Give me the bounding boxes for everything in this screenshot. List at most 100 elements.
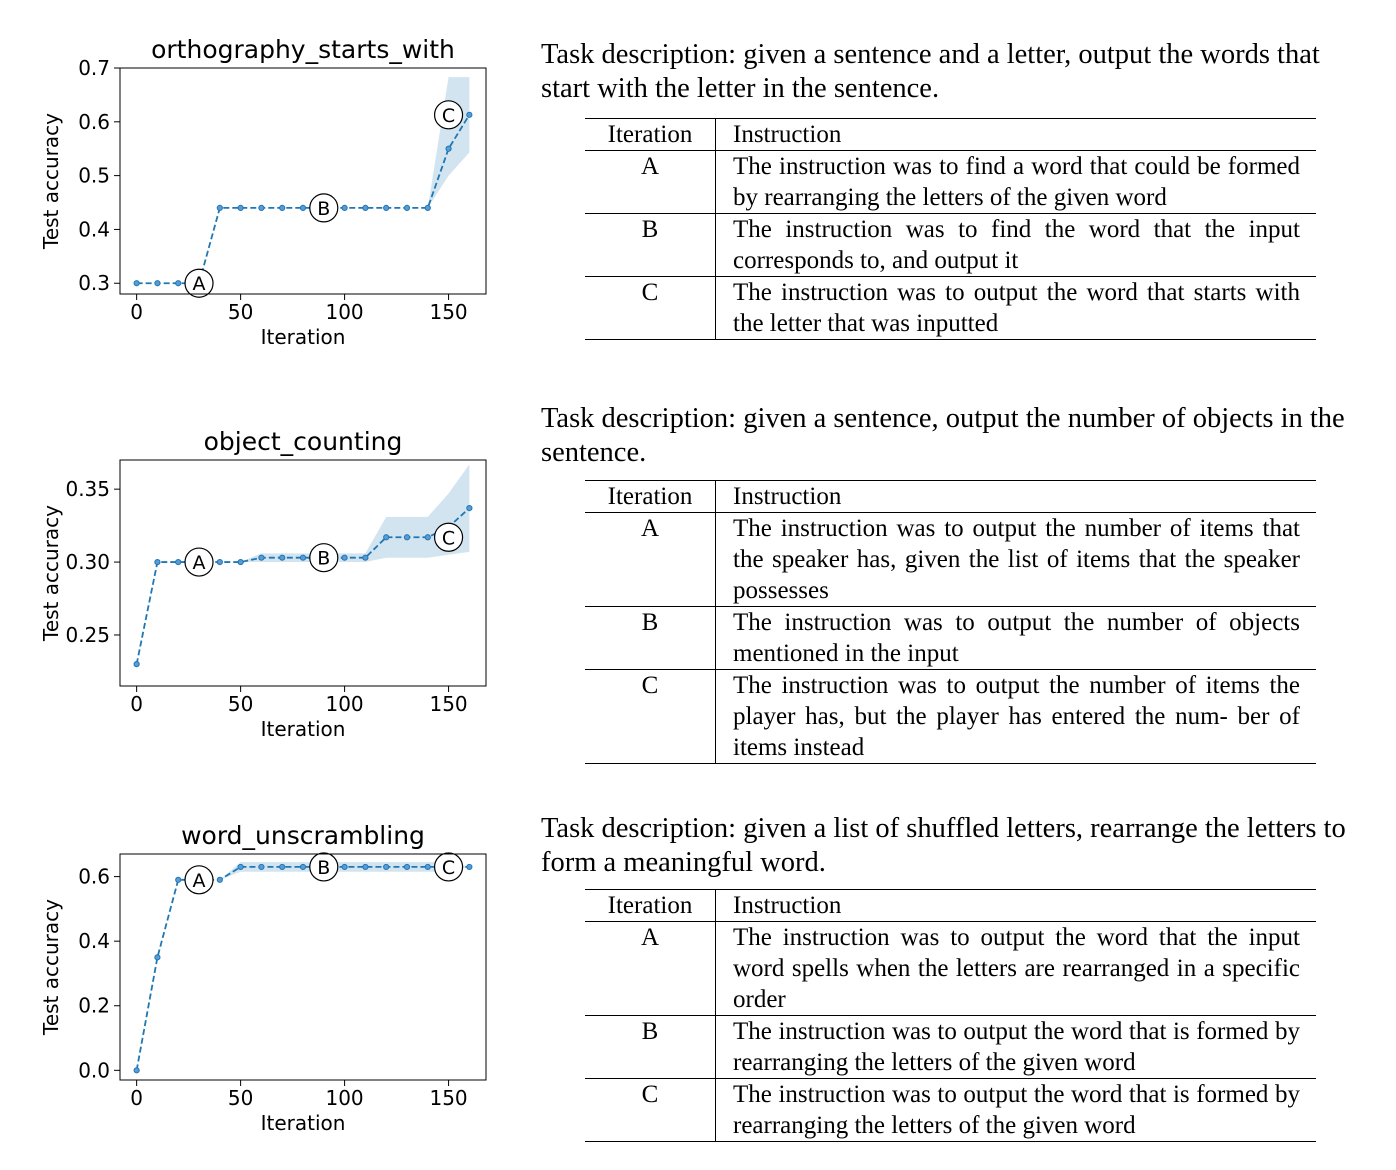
data-point	[133, 1067, 140, 1074]
y-tick-label: 0.5	[78, 164, 110, 188]
iteration-cell: C	[585, 669, 716, 764]
data-point	[445, 145, 452, 152]
data-point	[383, 534, 390, 541]
plot-frame	[119, 459, 487, 687]
chart-title: object_counting	[204, 427, 403, 456]
x-tick-label: 50	[228, 300, 253, 324]
annotation-label: A	[193, 870, 206, 892]
header-iteration: Iteration	[585, 889, 716, 922]
instruction-cell: The instruction was to output the number…	[733, 515, 1300, 604]
data-point	[341, 863, 348, 871]
data-point	[279, 204, 286, 212]
instruction-cell: The instruction was to output the number…	[733, 672, 1300, 761]
instruction-cell: The instruction was to output the word t…	[733, 924, 1300, 1013]
data-point	[154, 558, 161, 566]
annotation-circle	[184, 865, 214, 895]
table-header-row: Iteration Instruction	[585, 480, 1316, 513]
data-point	[258, 554, 265, 561]
instruction-cell: The instruction was to output the number…	[733, 609, 1300, 667]
x-tick-label: 0	[130, 300, 143, 324]
data-point	[424, 863, 431, 871]
instruction-table: Iteration Instruction A The instruction …	[585, 889, 1316, 1142]
data-point	[279, 863, 286, 871]
task-description: Task description: given a sentence, outp…	[541, 403, 1345, 468]
task-word-unscrambling: Task description: given a list of shuffl…	[541, 812, 1371, 1142]
data-point	[258, 204, 265, 212]
data-point	[237, 863, 244, 871]
iteration-cell: B	[585, 213, 716, 277]
y-tick-label: 0.6	[78, 110, 110, 134]
table-row: C The instruction was to output the word…	[585, 1078, 1316, 1142]
data-point	[216, 876, 223, 883]
chart-title: word_unscrambling	[181, 821, 425, 850]
row-orthography: orthography_starts_with A B C 0 50 100 150 0.3 0.…	[0, 0, 1396, 360]
data-point	[362, 554, 369, 561]
header-instruction: Instruction	[733, 892, 842, 919]
instruction-cell: The instruction was to output the word t…	[733, 279, 1300, 337]
data-point	[299, 554, 307, 561]
data-point	[403, 534, 411, 541]
chart-word-unscrambling: word_unscrambling A B C 0 50 100 150 0.0 0.2 0.4 0.…	[20, 790, 500, 1150]
y-tick-label: 0.0	[78, 1058, 110, 1082]
confidence-band	[136, 862, 470, 1071]
x-axis-label: Iteration	[261, 1111, 346, 1135]
table-row: B The instruction was to find the word t…	[585, 213, 1316, 277]
x-tick-label: 50	[228, 1086, 253, 1110]
iteration-cell: A	[585, 150, 716, 214]
annotation-label: A	[193, 273, 206, 295]
y-tick-label: 0.2	[78, 994, 110, 1018]
chart-orthography-svg: orthography_starts_with A B C 0 50 100 150 0.3 0.…	[39, 35, 487, 349]
iteration-cell: B	[585, 1015, 716, 1079]
table-row: A The instruction was to output the numb…	[585, 512, 1316, 607]
data-point	[383, 204, 390, 212]
header-iteration: Iteration	[585, 118, 716, 151]
annotation-label: C	[442, 857, 455, 879]
instruction-table: Iteration Instruction A The instruction …	[585, 480, 1316, 764]
data-point	[133, 661, 140, 668]
x-tick-label: 150	[429, 692, 467, 716]
data-point	[362, 863, 369, 871]
data-point	[216, 558, 223, 566]
data-point	[175, 876, 182, 883]
y-tick-label: 0.25	[65, 623, 110, 647]
y-tick-label: 0.4	[78, 217, 110, 241]
data-point	[237, 558, 244, 566]
data-point	[279, 554, 286, 561]
series-line	[136, 114, 471, 285]
y-axis-label: Test accuracy	[39, 113, 63, 250]
data-point	[424, 204, 431, 212]
annotation-label: B	[317, 548, 330, 570]
iteration-cell: A	[585, 921, 716, 1016]
y-tick-label: 0.3	[78, 271, 110, 295]
data-point	[175, 558, 182, 566]
annotation-label: B	[317, 198, 330, 220]
data-point	[133, 280, 140, 287]
header-iteration: Iteration	[585, 480, 716, 513]
chart-orthography: orthography_starts_with A B C 0 50 100 150 0.3 0.…	[20, 0, 500, 360]
chart-object-counting: object_counting A B C 0 50 100 150 0.25 0.30 0.35 I…	[20, 390, 500, 750]
annotation-label: A	[193, 552, 206, 574]
x-tick-label: 100	[325, 300, 363, 324]
plot-frame	[119, 67, 487, 295]
table-row: B The instruction was to output the word…	[585, 1015, 1316, 1079]
chart-word-unscrambling-svg: word_unscrambling A B C 0 50 100 150 0.0 0.2 0.4 0.…	[39, 821, 487, 1135]
data-point	[383, 863, 390, 871]
x-tick-label: 150	[429, 1086, 467, 1110]
instruction-cell: The instruction was to output the word t…	[733, 1081, 1300, 1139]
table-header-row: Iteration Instruction	[585, 889, 1316, 922]
iteration-cell: C	[585, 1078, 716, 1142]
x-tick-label: 50	[228, 692, 253, 716]
table-row: A The instruction was to output the word…	[585, 921, 1316, 1016]
data-point	[299, 204, 307, 212]
instruction-table: Iteration Instruction A The instruction …	[585, 118, 1316, 340]
task-description: Task description: given a list of shuffl…	[541, 813, 1346, 878]
header-instruction: Instruction	[733, 121, 842, 148]
x-tick-label: 0	[130, 692, 143, 716]
y-axis-label: Test accuracy	[39, 505, 63, 642]
data-point	[362, 204, 369, 212]
data-point	[341, 554, 348, 561]
data-point	[154, 280, 161, 287]
x-tick-label: 0	[130, 1086, 143, 1110]
chart-title: orthography_starts_with	[151, 35, 455, 64]
data-point	[258, 863, 265, 871]
